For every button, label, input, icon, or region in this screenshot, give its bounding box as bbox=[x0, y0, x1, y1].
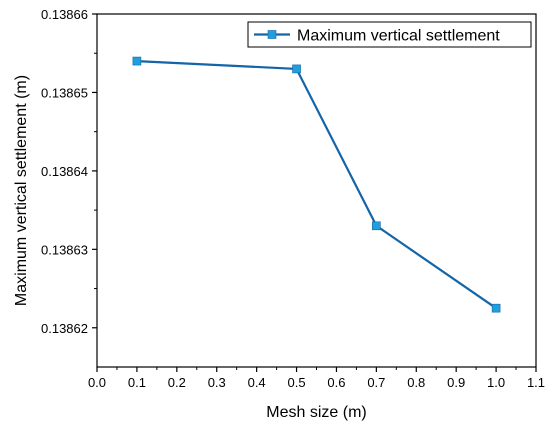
x-tick-label: 0.4 bbox=[248, 375, 266, 390]
data-point bbox=[372, 221, 381, 231]
data-point bbox=[132, 56, 142, 66]
data-point bbox=[491, 303, 501, 313]
x-tick-label: 0.1 bbox=[128, 375, 146, 390]
x-tick-label: 0.5 bbox=[288, 375, 306, 390]
plot-layer: 0.0 0.1 0.2 0.3 0.4 0.5 0.6 0.7 0.8 0.9 1.0 1.1 0.13… bbox=[13, 7, 545, 421]
y-tick-label: 0.13862 bbox=[41, 321, 88, 336]
y-tick-label: 0.13866 bbox=[41, 7, 88, 22]
plot-frame bbox=[96, 13, 537, 368]
x-tick-label: 1.0 bbox=[487, 375, 505, 390]
y-tick-label: 0.13864 bbox=[41, 164, 88, 179]
x-tick-label: 0.9 bbox=[447, 375, 465, 390]
x-tick-label: 0.2 bbox=[168, 375, 186, 390]
legend-box bbox=[247, 21, 532, 48]
x-tick-label: 0.3 bbox=[208, 375, 226, 390]
x-tick-label: 0.7 bbox=[367, 375, 385, 390]
y-tick-label: 0.13865 bbox=[41, 85, 88, 100]
series-line bbox=[136, 60, 497, 310]
x-axis-title: Mesh size (m) bbox=[266, 404, 366, 421]
data-point bbox=[292, 64, 301, 74]
legend-label: Maximum vertical settlement bbox=[297, 28, 500, 45]
x-tick-label: 0.6 bbox=[327, 375, 345, 390]
x-tick-label: 1.1 bbox=[527, 375, 545, 390]
legend-marker bbox=[267, 30, 277, 39]
x-tick-label: 0.0 bbox=[88, 375, 106, 390]
y-tick-label: 0.13863 bbox=[41, 242, 88, 257]
x-tick-label: 0.8 bbox=[407, 375, 425, 390]
y-axis-title: Maximum vertical settlement (m) bbox=[13, 75, 30, 306]
